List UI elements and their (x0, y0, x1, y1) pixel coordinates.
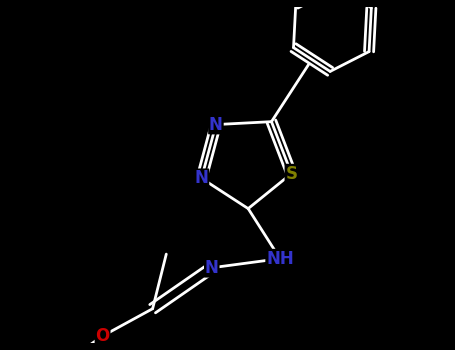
Text: O: O (96, 327, 110, 345)
Text: N: N (195, 169, 208, 187)
Text: N: N (209, 116, 223, 134)
Text: S: S (285, 164, 298, 183)
Text: N: N (205, 259, 219, 277)
Text: NH: NH (266, 250, 294, 268)
